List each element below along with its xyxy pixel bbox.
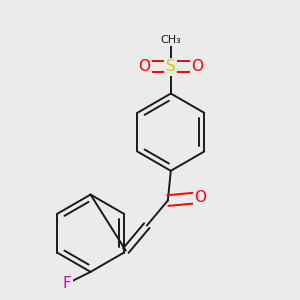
Text: S: S [166,59,176,74]
Text: CH₃: CH₃ [160,35,181,45]
Text: F: F [62,276,71,291]
Text: O: O [194,190,206,205]
Text: O: O [138,59,150,74]
Text: O: O [192,59,204,74]
